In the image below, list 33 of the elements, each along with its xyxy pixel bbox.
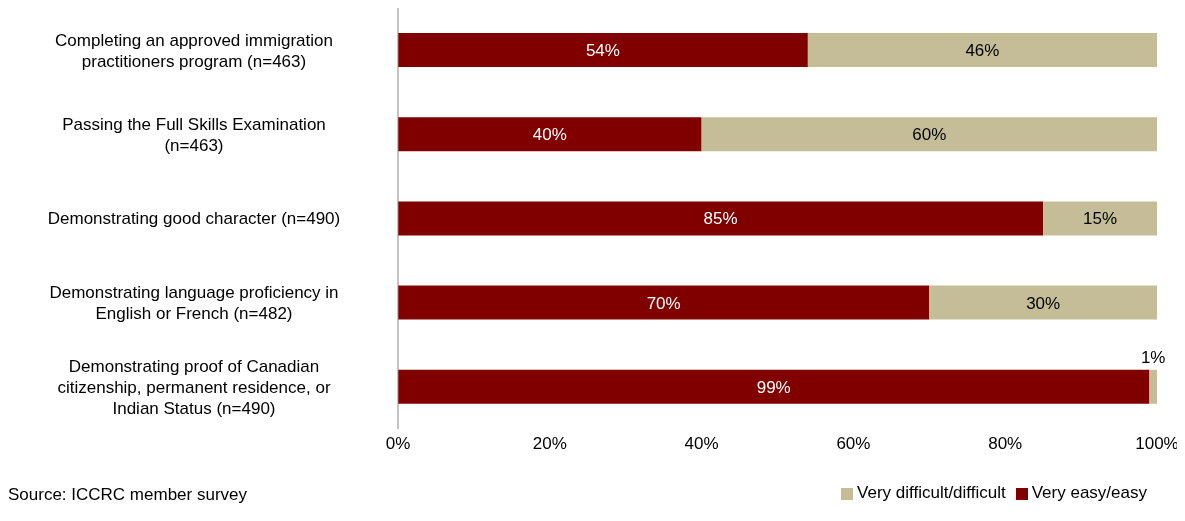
y-tick-label: Demonstrating language proficiency in English or French (n=482) — [49, 283, 339, 324]
y-tick-label: Passing the Full Skills Examination (n=463) — [62, 114, 326, 155]
data-label: 1% — [1140, 347, 1166, 367]
data-label: 60% — [912, 125, 947, 145]
data-label: 99% — [756, 377, 791, 397]
data-label: 54% — [585, 40, 620, 60]
source-note: Source: ICCRC member survey — [8, 485, 248, 505]
data-label: 70% — [646, 293, 681, 313]
bar — [398, 33, 808, 67]
bar — [807, 33, 1157, 67]
bar — [701, 117, 1157, 152]
bar — [1149, 369, 1157, 404]
x-tick-label: 0% — [385, 434, 411, 454]
bar — [1043, 201, 1157, 236]
x-tick-label: 60% — [836, 434, 871, 454]
data-label: 46% — [965, 40, 1000, 60]
bar — [398, 369, 1150, 404]
data-label: 85% — [703, 209, 738, 229]
bar — [398, 117, 702, 152]
y-tick-label: Demonstrating good character (n=490) — [47, 209, 341, 229]
y-tick-label: Demonstrating proof of Canadian citizenship, permanent residence, or Indian Status (n=490) — [57, 356, 331, 418]
y-tick-label: Completing an approved immigration practitioners program (n=463) — [55, 30, 333, 71]
bar — [929, 285, 1157, 320]
data-label: 15% — [1083, 209, 1118, 229]
x-tick-label: 80% — [988, 434, 1023, 454]
data-label: 40% — [532, 125, 567, 145]
legend-label: Very easy/easy — [1031, 483, 1147, 502]
legend-label: Very difficult/difficult — [857, 483, 1006, 502]
bar — [398, 201, 1044, 236]
bar — [398, 285, 930, 320]
data-label: 30% — [1026, 293, 1061, 313]
x-tick-label: 20% — [532, 434, 567, 454]
x-tick-label: 40% — [684, 434, 719, 454]
